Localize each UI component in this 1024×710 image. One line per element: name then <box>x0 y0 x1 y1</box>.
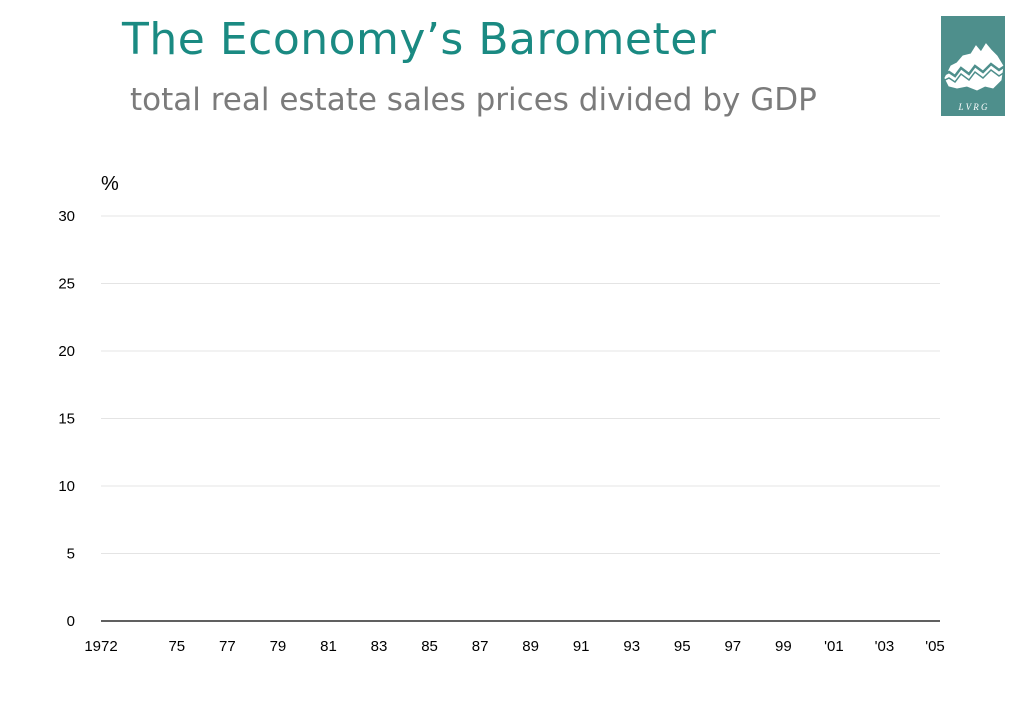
x-tick-label: 93 <box>623 638 640 655</box>
x-tick-label: '03 <box>875 638 895 655</box>
australia-map-icon <box>941 43 1005 91</box>
x-tick-label: 75 <box>168 638 185 655</box>
x-tick-label: 99 <box>775 638 792 655</box>
x-tick-label: 81 <box>320 638 337 655</box>
axis-labels: 0 5 10 15 20 25 30 1972 75 77 79 81 83 85 87 89 91 93 95 97… <box>58 208 944 655</box>
logo-text: L V R G <box>958 102 988 112</box>
y-tick-label: 10 <box>58 478 75 495</box>
x-tick-label: 85 <box>421 638 438 655</box>
y-tick-label: 5 <box>67 546 75 563</box>
grid-lines <box>101 215 940 554</box>
x-tick-label: '01 <box>824 638 844 655</box>
page-title: The Economy’s Barometer <box>122 14 717 65</box>
x-tick-label: 95 <box>674 638 691 655</box>
x-tick-label: 89 <box>522 638 539 655</box>
x-tick-label: 91 <box>573 638 590 655</box>
y-tick-label: 25 <box>58 276 75 293</box>
y-axis-unit-label: % <box>101 173 119 195</box>
logo: L V R G <box>941 16 1005 116</box>
x-tick-label: 77 <box>219 638 236 655</box>
x-tick-label: 87 <box>472 638 489 655</box>
y-tick-label: 20 <box>58 343 75 360</box>
y-tick-label: 30 <box>58 208 75 225</box>
x-tick-label: 1972 <box>84 638 117 655</box>
x-tick-label: 97 <box>724 638 741 655</box>
x-tick-label: 79 <box>270 638 287 655</box>
y-tick-label: 0 <box>67 613 75 630</box>
x-tick-label: '05 <box>925 638 945 655</box>
y-tick-label: 15 <box>58 411 75 428</box>
x-tick-label: 83 <box>371 638 388 655</box>
page-subtitle: total real estate sales prices divided b… <box>130 82 817 118</box>
